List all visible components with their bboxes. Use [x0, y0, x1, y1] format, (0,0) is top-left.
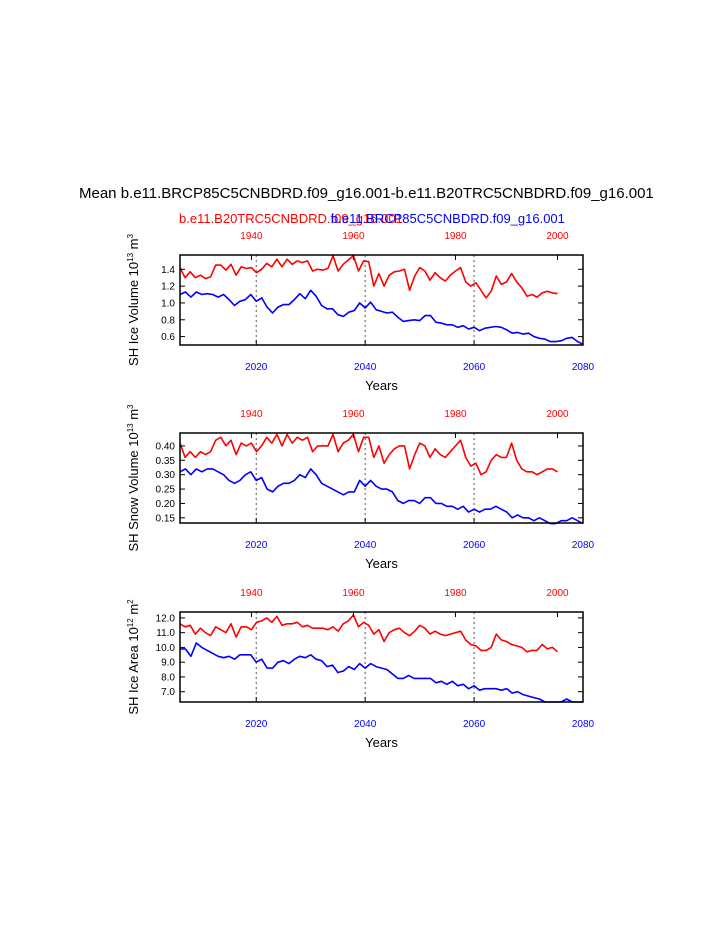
y-tick-label: 7.0: [161, 687, 175, 698]
y-axis-label-unit: m: [126, 604, 141, 618]
bottom-tick-label: 2080: [572, 540, 595, 551]
top-tick-label: 2000: [546, 588, 569, 599]
plot-frame: [179, 611, 584, 703]
top-tick-label: 1980: [444, 231, 467, 242]
top-tick-label: 1940: [240, 409, 263, 420]
y-axis-label-text: SH Ice Area 10: [126, 627, 141, 714]
top-tick-label: 1960: [342, 588, 365, 599]
x-axis-label: Years: [365, 735, 398, 750]
y-axis-label: SH Ice Area 1012 m2: [126, 599, 141, 715]
y-tick-label: 0.30: [156, 470, 176, 481]
y-tick-label: 12.0: [156, 613, 176, 624]
y-axis-label-unit: m: [126, 239, 141, 253]
bottom-tick-label: 2040: [354, 719, 377, 730]
top-tick-label: 1960: [342, 409, 365, 420]
y-axis-label-text: SH Snow Volume 10: [126, 432, 141, 551]
bottom-tick-label: 2080: [572, 719, 595, 730]
chart-panel-1: 0.6 0.8 1.0 1.2 1.4 1940 1960 1980 2000 2020 2040 2…: [126, 231, 595, 393]
y-tick-label: 1.0: [161, 298, 175, 309]
series-line-rcp85: [179, 468, 584, 525]
y-tick-label: 0.35: [156, 456, 176, 467]
top-tick-label: 2000: [546, 231, 569, 242]
bottom-tick-label: 2020: [245, 719, 268, 730]
figure-subtitle: b.e11.B20TRC5CNBDRD.f09_g16.001 b.e11.BR…: [179, 211, 565, 226]
series-line-rcp85: [179, 289, 584, 345]
bottom-tick-label: 2040: [354, 362, 377, 373]
subtitle-hist: b.e11.B20TRC5CNBDRD.f09_g16.001: [179, 211, 403, 226]
chart-panel-2: 0.15 0.20 0.25 0.30 0.35 0.40 1940 1960 1980 2000…: [126, 404, 595, 571]
bottom-tick-label: 2040: [354, 540, 377, 551]
y-tick-label: 11.0: [156, 628, 175, 639]
y-axis-label-unit-exponent: 2: [126, 599, 135, 604]
figure-title: Mean b.e11.BRCP85C5CNBDRD.f09_g16.001-b.…: [79, 185, 654, 202]
y-tick-label: 1.4: [161, 265, 175, 276]
y-tick-label: 9.0: [161, 658, 175, 669]
y-axis-label-unit: m: [126, 409, 141, 423]
bottom-tick-label: 2080: [572, 362, 595, 373]
top-tick-label: 1940: [240, 588, 263, 599]
top-tick-label: 1980: [444, 588, 467, 599]
subtitle-rcp: b.e11.BRCP85C5CNBDRD.f09_g16.001: [331, 211, 565, 226]
y-axis-label-text: SH Ice Volume 10: [126, 262, 141, 366]
bottom-tick-label: 2060: [463, 719, 486, 730]
bottom-tick-label: 2020: [245, 362, 268, 373]
bottom-tick-label: 2060: [463, 362, 486, 373]
series-line-historical: [179, 614, 559, 653]
bottom-tick-label: 2020: [245, 540, 268, 551]
bottom-tick-label: 2060: [463, 540, 486, 551]
y-tick-label: 8.0: [161, 672, 175, 683]
x-axis-label: Years: [365, 378, 398, 393]
y-tick-label: 0.40: [156, 441, 176, 452]
y-axis-label: SH Snow Volume 1013 m3: [126, 404, 141, 552]
chart-panels: 0.6 0.8 1.0 1.2 1.4 1940 1960 1980 2000 2020 2040 2…: [126, 231, 595, 750]
y-axis-label-unit-exponent: 3: [126, 404, 135, 409]
y-tick-label: 0.20: [156, 499, 176, 510]
y-axis-label-unit-exponent: 3: [126, 234, 135, 239]
plot-frame: [179, 432, 584, 524]
x-axis-label: Years: [365, 556, 398, 571]
y-axis-label: SH Ice Volume 1013 m3: [126, 234, 141, 366]
y-axis-label-exponent: 13: [126, 252, 135, 261]
chart-panel-3: 7.0 8.0 9.0 10.0 11.0 12.0 1940 1960 1980 2000 202…: [126, 588, 595, 750]
y-axis-label-exponent: 13: [126, 423, 135, 432]
top-tick-label: 1980: [444, 409, 467, 420]
y-tick-label: 0.25: [156, 485, 176, 496]
y-axis-label-exponent: 12: [126, 618, 135, 627]
plot-frame: [179, 254, 584, 346]
series-line-historical: [179, 255, 558, 299]
y-tick-label: 1.2: [161, 282, 175, 293]
y-tick-label: 0.6: [161, 332, 175, 343]
top-tick-label: 1960: [342, 231, 365, 242]
top-tick-label: 2000: [546, 409, 569, 420]
series-line-rcp85: [180, 642, 583, 703]
series-line-historical: [179, 433, 558, 476]
y-tick-label: 10.0: [156, 643, 176, 654]
top-tick-label: 1940: [240, 231, 263, 242]
y-tick-label: 0.8: [161, 315, 175, 326]
y-tick-label: 0.15: [156, 513, 176, 524]
